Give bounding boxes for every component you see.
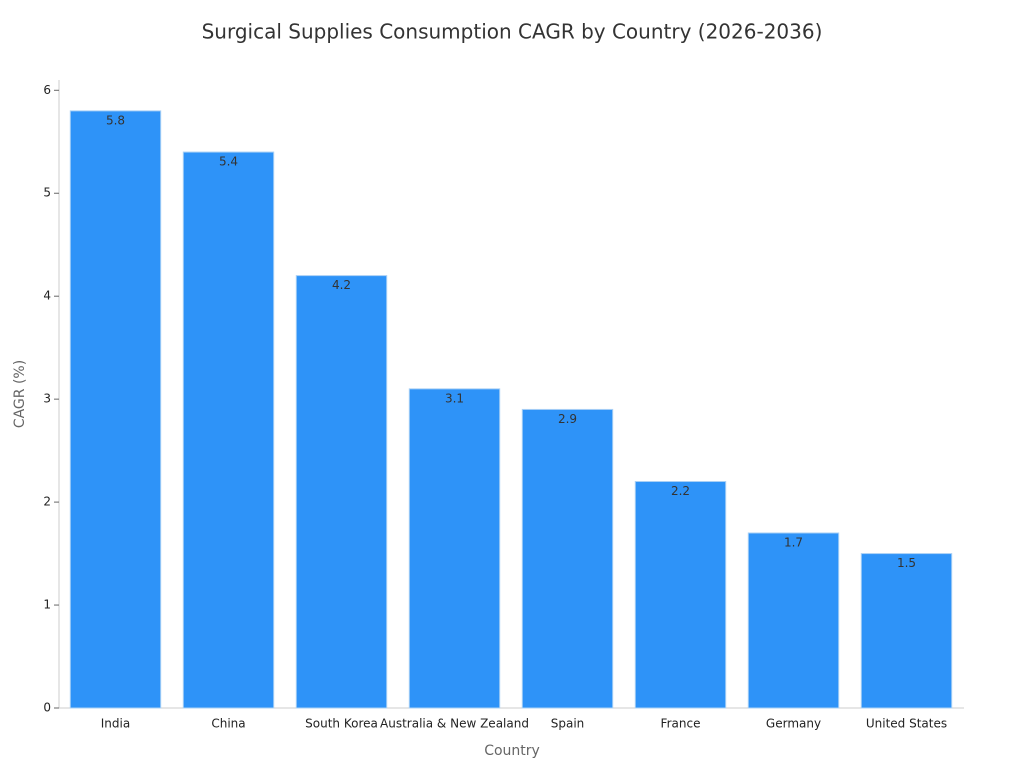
- y-tick-label: 2: [43, 495, 51, 509]
- bar: [521, 408, 614, 709]
- data-label: 2.9: [558, 412, 577, 426]
- y-tick-label: 4: [43, 289, 51, 303]
- data-label: 5.4: [219, 155, 238, 169]
- y-axis-label: CAGR (%): [12, 360, 28, 428]
- x-tick-label: China: [211, 717, 245, 731]
- bar: [182, 151, 275, 709]
- data-label: 1.5: [897, 556, 916, 570]
- y-tick-label: 3: [43, 392, 51, 406]
- x-tick-label: Spain: [551, 717, 585, 731]
- data-label: 4.2: [332, 278, 351, 292]
- data-label: 2.2: [671, 484, 690, 498]
- bar: [295, 275, 388, 709]
- data-label: 3.1: [445, 391, 464, 405]
- bar: [860, 553, 953, 709]
- bar: [408, 388, 501, 709]
- x-tick-label: Germany: [766, 717, 821, 731]
- y-tick-label: 5: [43, 186, 51, 200]
- data-label: 5.8: [106, 113, 125, 127]
- y-tick-label: 1: [43, 598, 51, 612]
- data-label: 1.7: [784, 535, 803, 549]
- y-tick-label: 6: [43, 83, 51, 97]
- chart-title: Surgical Supplies Consumption CAGR by Co…: [202, 20, 823, 44]
- x-tick-label: India: [101, 717, 130, 731]
- x-tick-label: France: [661, 717, 701, 731]
- x-tick-label: United States: [866, 717, 947, 731]
- x-tick-label: Australia & New Zealand: [380, 717, 529, 731]
- bar: [747, 532, 840, 709]
- x-axis-label: Country: [484, 743, 540, 759]
- bar: [634, 481, 727, 709]
- y-tick-label: 0: [43, 701, 51, 715]
- bar: [69, 110, 162, 709]
- x-tick-label: South Korea: [305, 717, 378, 731]
